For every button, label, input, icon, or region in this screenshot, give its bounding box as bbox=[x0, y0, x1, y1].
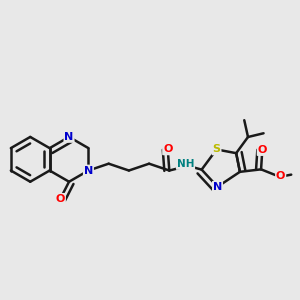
Text: O: O bbox=[56, 194, 65, 204]
Text: O: O bbox=[258, 145, 267, 155]
Text: NH: NH bbox=[177, 159, 194, 169]
Text: O: O bbox=[276, 171, 285, 181]
Text: N: N bbox=[64, 132, 74, 142]
Text: N: N bbox=[84, 166, 93, 176]
Text: S: S bbox=[213, 144, 220, 154]
Text: O: O bbox=[163, 144, 172, 154]
Text: N: N bbox=[213, 182, 222, 192]
